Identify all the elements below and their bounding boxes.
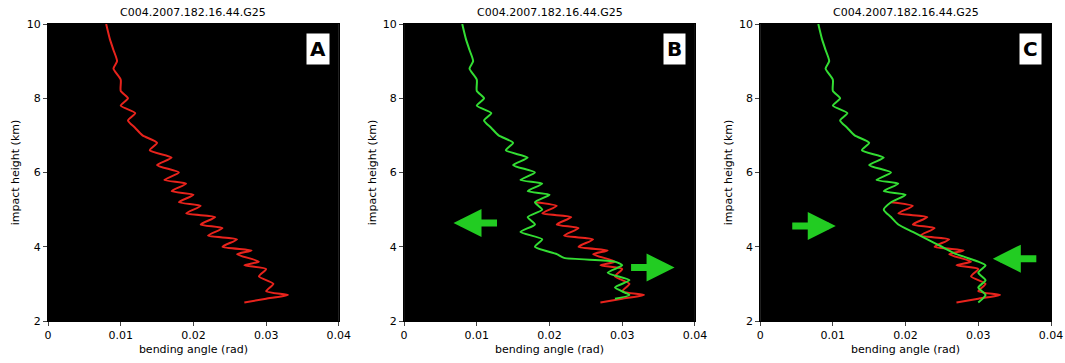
- svg-text:0.04: 0.04: [1039, 329, 1064, 342]
- svg-text:0: 0: [757, 329, 764, 342]
- svg-text:10: 10: [383, 18, 397, 31]
- svg-text:0.03: 0.03: [610, 329, 635, 342]
- svg-text:B: B: [667, 37, 682, 61]
- svg-text:bending angle (rad): bending angle (rad): [139, 343, 248, 356]
- svg-text:impact height (km): impact height (km): [722, 120, 735, 226]
- svg-text:4: 4: [390, 241, 397, 254]
- svg-text:6: 6: [746, 166, 753, 179]
- svg-text:10: 10: [739, 18, 753, 31]
- svg-text:C: C: [1023, 37, 1038, 61]
- svg-text:0.02: 0.02: [181, 329, 206, 342]
- svg-text:C004.2007.182.16.44.G25: C004.2007.182.16.44.G25: [120, 6, 266, 19]
- svg-text:0.04: 0.04: [327, 329, 352, 342]
- svg-text:0.03: 0.03: [254, 329, 279, 342]
- svg-text:bending angle (rad): bending angle (rad): [495, 343, 604, 356]
- svg-text:6: 6: [390, 166, 397, 179]
- svg-text:0: 0: [401, 329, 408, 342]
- svg-text:8: 8: [390, 92, 397, 105]
- svg-text:4: 4: [34, 241, 41, 254]
- svg-text:0.01: 0.01: [108, 329, 133, 342]
- svg-text:0.03: 0.03: [966, 329, 991, 342]
- svg-text:10: 10: [27, 18, 41, 31]
- svg-text:8: 8: [34, 92, 41, 105]
- svg-text:C004.2007.182.16.44.G25: C004.2007.182.16.44.G25: [477, 6, 623, 19]
- svg-text:bending angle (rad): bending angle (rad): [851, 343, 960, 356]
- svg-text:6: 6: [34, 166, 41, 179]
- svg-text:2: 2: [390, 315, 397, 328]
- svg-text:4: 4: [746, 241, 753, 254]
- svg-text:0.02: 0.02: [537, 329, 562, 342]
- svg-text:0.01: 0.01: [821, 329, 846, 342]
- svg-text:0: 0: [45, 329, 52, 342]
- svg-text:0.01: 0.01: [465, 329, 490, 342]
- svg-text:impact height (km): impact height (km): [366, 120, 379, 226]
- svg-text:8: 8: [746, 92, 753, 105]
- svg-text:2: 2: [34, 315, 41, 328]
- svg-text:0.02: 0.02: [893, 329, 918, 342]
- svg-text:C004.2007.182.16.44.G25: C004.2007.182.16.44.G25: [833, 6, 979, 19]
- svg-text:2: 2: [746, 315, 753, 328]
- svg-text:A: A: [310, 37, 326, 61]
- svg-text:0.04: 0.04: [683, 329, 708, 342]
- svg-text:impact height (km): impact height (km): [9, 120, 22, 226]
